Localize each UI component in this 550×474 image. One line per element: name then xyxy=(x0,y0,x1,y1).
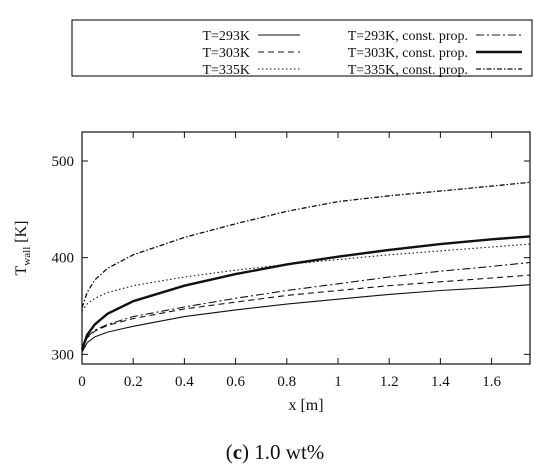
legend: T=293K T=303K T=335K T=293K, const. prop. T=… xyxy=(71,19,533,78)
legend-label-4: T=293K, const. prop. xyxy=(348,29,468,44)
caption-text: 1.0 wt% xyxy=(254,440,325,464)
series-line-1 xyxy=(81,284,531,353)
x-tick-label: 0 xyxy=(78,374,86,390)
x-tick-label: 0.2 xyxy=(124,374,143,390)
legend-label-2: T=303K xyxy=(202,46,250,61)
legend-label-1: T=293K xyxy=(202,29,250,44)
legend-label-3: T=335K xyxy=(202,63,250,78)
x-tick-label: 0.4 xyxy=(175,374,194,390)
x-tick-label: 1.6 xyxy=(482,374,501,390)
y-tick-label: 400 xyxy=(52,251,75,267)
x-tick-label: 1.4 xyxy=(431,374,450,390)
y-tick-label: 300 xyxy=(52,347,75,363)
series-line-4 xyxy=(81,261,531,353)
chart: T=293K T=303K T=335K T=293K, const. prop. T=… xyxy=(13,19,533,414)
series-line-5 xyxy=(80,235,531,350)
x-tick-label: 0.6 xyxy=(226,374,245,390)
x-tick-label: 1 xyxy=(334,374,342,390)
figure-caption: (c) 1.0 wt% xyxy=(225,440,325,464)
series-line-2 xyxy=(81,274,531,350)
plot-frame xyxy=(81,131,531,365)
series-line-6 xyxy=(81,181,531,309)
x-axis-label: x [m] xyxy=(288,397,323,414)
x-tick-label: 0.8 xyxy=(277,374,296,390)
y-axis-label: Twall [K] xyxy=(13,221,33,276)
caption-letter: c xyxy=(232,440,243,464)
legend-box xyxy=(71,19,533,77)
legend-label-5: T=303K, const. prop. xyxy=(348,46,468,61)
y-tick-label: 500 xyxy=(52,154,75,170)
x-tick-label: 1.2 xyxy=(380,374,399,390)
legend-label-6: T=335K, const. prop. xyxy=(348,63,468,78)
plot-area xyxy=(80,181,531,353)
series-line-3 xyxy=(81,243,531,312)
axes: 0 0.2 0.4 0.6 0.8 1 1.2 1.4 1.6 300 400 500 x [m] Twa… xyxy=(13,131,531,414)
